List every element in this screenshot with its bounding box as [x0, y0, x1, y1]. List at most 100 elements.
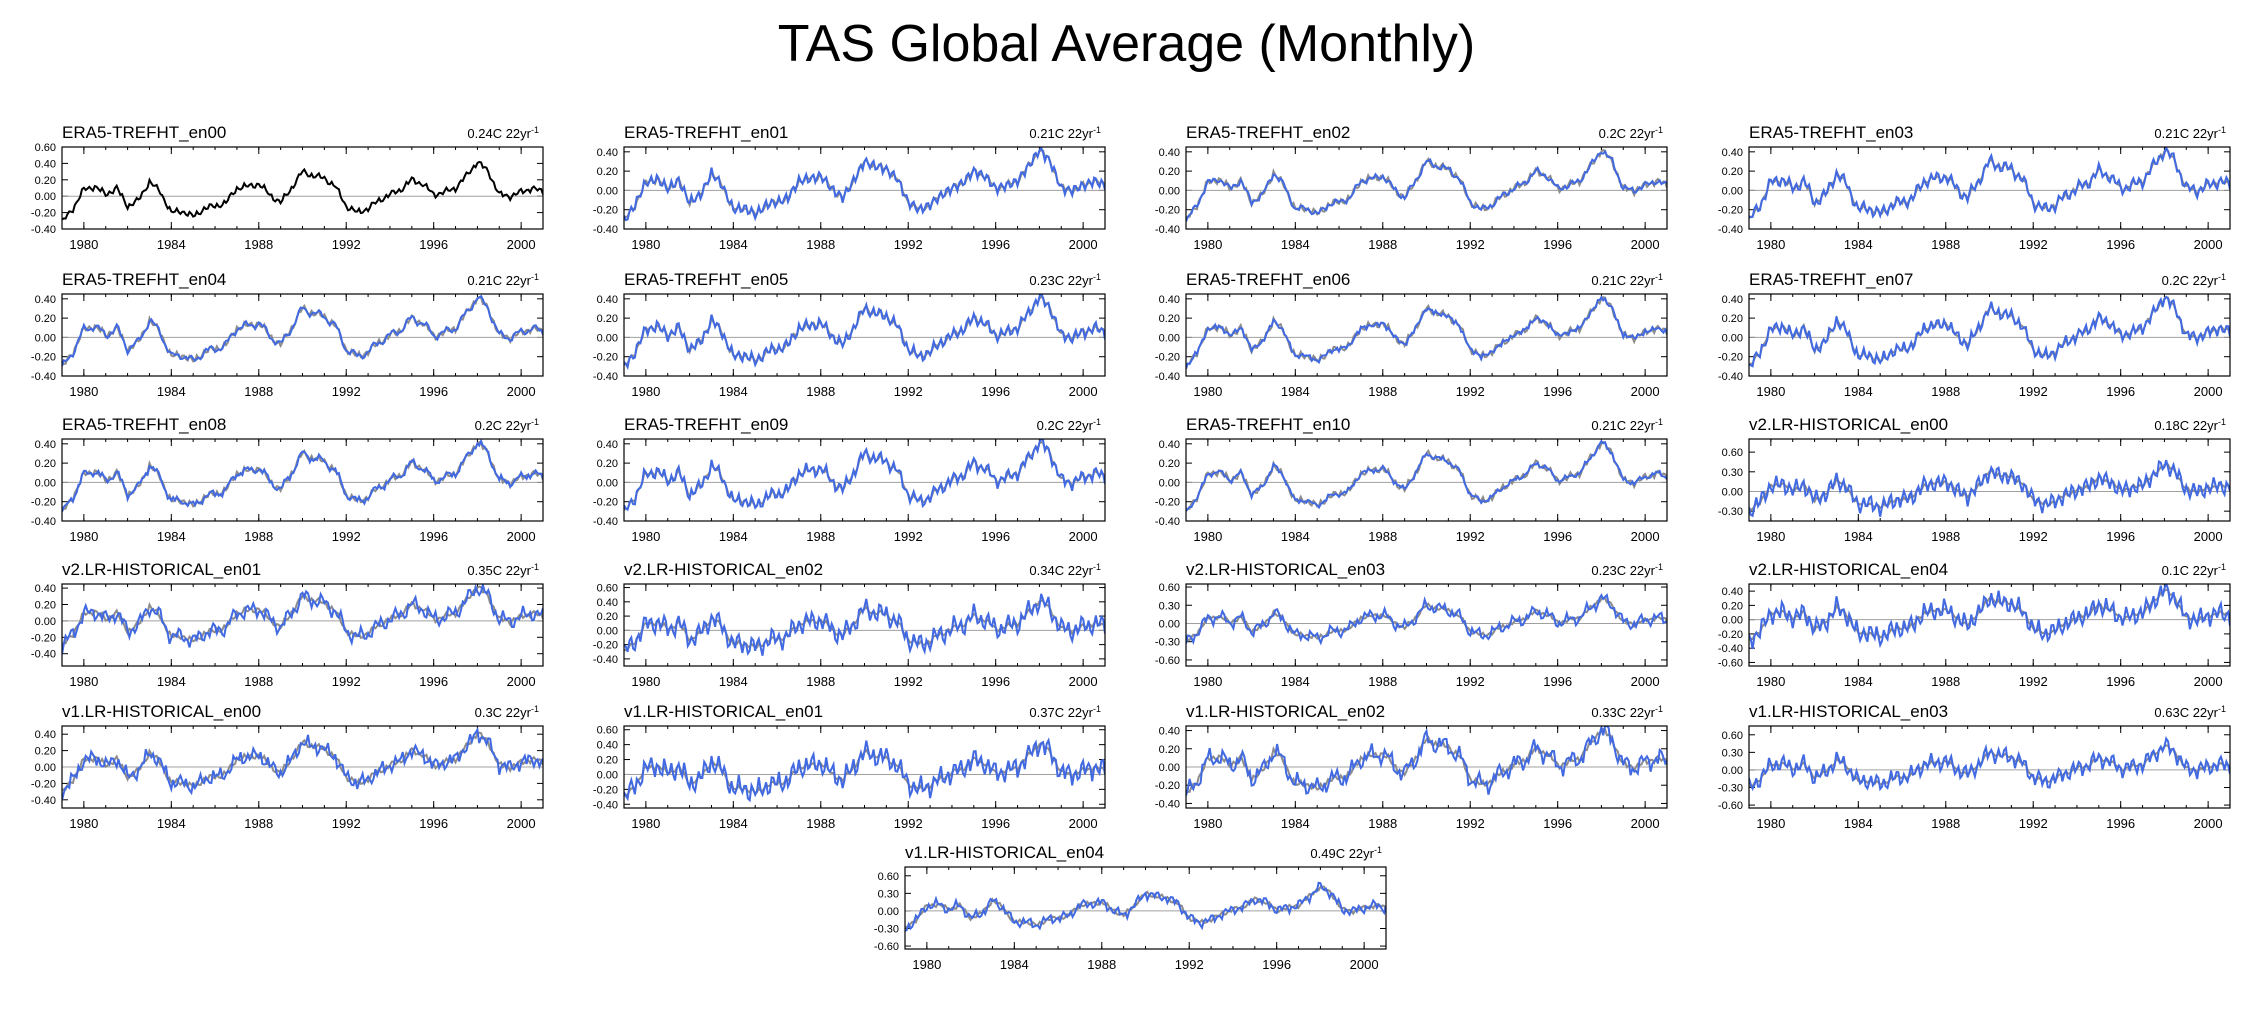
panel-title: ERA5-TREFHT_en10: [1186, 415, 1350, 434]
x-tick-label: 1988: [244, 384, 273, 399]
obs-line: [1186, 727, 1667, 794]
x-tick-label: 1988: [244, 816, 273, 831]
panel-ERA5-TREFHT_en05: ERA5-TREFHT_en05 0.23C 22yr-1 -0.40 -0.20 0.…: [593, 270, 1106, 399]
y-tick-label: 0.00: [1722, 486, 1743, 498]
x-tick-label: 1984: [719, 816, 748, 831]
x-tick-label: 1988: [1931, 384, 1960, 399]
x-tick-label: 1984: [157, 674, 186, 689]
x-tick-label: 1992: [2019, 816, 2048, 831]
y-tick-label: -0.40: [1155, 798, 1180, 810]
trend-superscript: -1: [1093, 125, 1101, 135]
panel-v1.LR-HISTORICAL_en03: v1.LR-HISTORICAL_en03 0.63C 22yr-1 -0.60 -0…: [1718, 702, 2231, 831]
panel-trend: 0.3C 22yr-1: [475, 704, 539, 720]
y-tick-label: 0.00: [1159, 477, 1180, 489]
y-tick-label: -0.40: [593, 371, 618, 383]
x-tick-label: 1984: [157, 816, 186, 831]
y-tick-label: 0.40: [597, 597, 618, 609]
y-tick-label: -0.30: [1718, 783, 1743, 795]
x-tick-label: 1984: [719, 384, 748, 399]
x-tick-label: 1996: [1543, 529, 1572, 544]
y-tick-label: 0.20: [1722, 166, 1743, 178]
model-line: [62, 726, 543, 801]
x-tick-label: 1988: [244, 529, 273, 544]
panel-v1.LR-HISTORICAL_en01: v1.LR-HISTORICAL_en01 0.37C 22yr-1 -0.40 -0…: [593, 702, 1106, 831]
y-tick-label: 0.20: [35, 458, 56, 470]
x-tick-label: 1980: [631, 816, 660, 831]
y-tick-label: 0.60: [35, 142, 56, 154]
y-tick-label: -0.20: [31, 208, 56, 220]
x-tick-label: 2000: [507, 237, 536, 252]
panel-frame: [623, 725, 1106, 809]
panel-v1.LR-HISTORICAL_en02: v1.LR-HISTORICAL_en02 0.33C 22yr-1 -0.40 -0…: [1155, 702, 1668, 831]
obs-line: [62, 160, 543, 221]
trend-superscript: -1: [2218, 125, 2226, 135]
x-tick-label: 1996: [419, 237, 448, 252]
y-tick-label: 0.40: [1159, 439, 1180, 451]
y-tick-label: 0.30: [1159, 600, 1180, 612]
x-tick-label: 1980: [69, 674, 98, 689]
trend-superscript: -1: [1655, 417, 1663, 427]
model-line: [624, 294, 1105, 371]
model-line: [905, 881, 1386, 932]
model-line: [1186, 295, 1667, 370]
x-tick-label: 2000: [507, 816, 536, 831]
panel-title: ERA5-TREFHT_en03: [1749, 123, 1913, 142]
x-tick-label: 1980: [631, 384, 660, 399]
y-tick-label: -0.40: [31, 224, 56, 236]
panel-frame: [61, 725, 544, 809]
x-tick-label: 1988: [1368, 384, 1397, 399]
y-tick-label: 0.40: [1722, 294, 1743, 306]
x-tick-label: 1992: [332, 384, 361, 399]
y-tick-label: -0.40: [1718, 643, 1743, 655]
y-tick-label: 0.40: [1159, 147, 1180, 159]
x-tick-label: 1992: [332, 674, 361, 689]
y-tick-label: -0.40: [31, 649, 56, 661]
y-tick-label: -0.60: [1718, 800, 1743, 812]
x-tick-label: 2000: [1631, 674, 1660, 689]
panel-frame: [904, 866, 1387, 950]
panel-title: v1.LR-HISTORICAL_en01: [624, 702, 823, 721]
trend-superscript: -1: [2218, 417, 2226, 427]
y-tick-label: -0.30: [1155, 637, 1180, 649]
x-tick-label: 1996: [981, 384, 1010, 399]
y-tick-label: 0.40: [1722, 147, 1743, 159]
x-tick-label: 1980: [1756, 237, 1785, 252]
panel-frame: [61, 583, 544, 667]
panel-frame: [623, 293, 1106, 377]
y-tick-label: 0.60: [597, 583, 618, 595]
x-tick-label: 1984: [157, 237, 186, 252]
x-tick-label: 1988: [806, 529, 835, 544]
panel-trend: 0.35C 22yr-1: [467, 562, 539, 578]
panel-title: v2.LR-HISTORICAL_en02: [624, 560, 823, 579]
y-tick-label: 0.00: [1722, 185, 1743, 197]
trend-superscript: -1: [531, 417, 539, 427]
x-tick-label: 2000: [1069, 816, 1098, 831]
panel-v1.LR-HISTORICAL_en04: v1.LR-HISTORICAL_en04 0.49C 22yr-1 -0.60 -0…: [874, 843, 1387, 972]
x-tick-label: 1984: [1844, 816, 1873, 831]
model-line: [1749, 459, 2230, 518]
x-tick-label: 2000: [1069, 674, 1098, 689]
x-tick-label: 1980: [69, 237, 98, 252]
x-tick-label: 1996: [419, 674, 448, 689]
x-tick-label: 1996: [419, 384, 448, 399]
panel-frame: [1748, 725, 2231, 809]
x-tick-label: 1980: [631, 674, 660, 689]
panel-title: ERA5-TREFHT_en01: [624, 123, 788, 142]
x-tick-label: 1992: [894, 674, 923, 689]
x-tick-label: 1996: [2106, 816, 2135, 831]
y-tick-label: 0.40: [35, 158, 56, 170]
x-tick-label: 1992: [1456, 674, 1485, 689]
y-tick-label: 0.00: [1159, 762, 1180, 774]
y-tick-label: -0.30: [1718, 506, 1743, 518]
x-tick-label: 1980: [1193, 674, 1222, 689]
panel-trend: 0.2C 22yr-1: [1037, 417, 1101, 433]
y-tick-label: -0.20: [1155, 497, 1180, 509]
x-tick-label: 2000: [2194, 529, 2223, 544]
panel-title: v2.LR-HISTORICAL_en00: [1749, 415, 1948, 434]
model-line: [1749, 295, 2230, 368]
y-tick-label: 0.00: [1722, 615, 1743, 627]
y-tick-label: 0.20: [35, 175, 56, 187]
y-tick-label: -0.20: [593, 352, 618, 364]
panel-title: ERA5-TREFHT_en07: [1749, 270, 1913, 289]
panel-trend: 0.34C 22yr-1: [1029, 562, 1101, 578]
